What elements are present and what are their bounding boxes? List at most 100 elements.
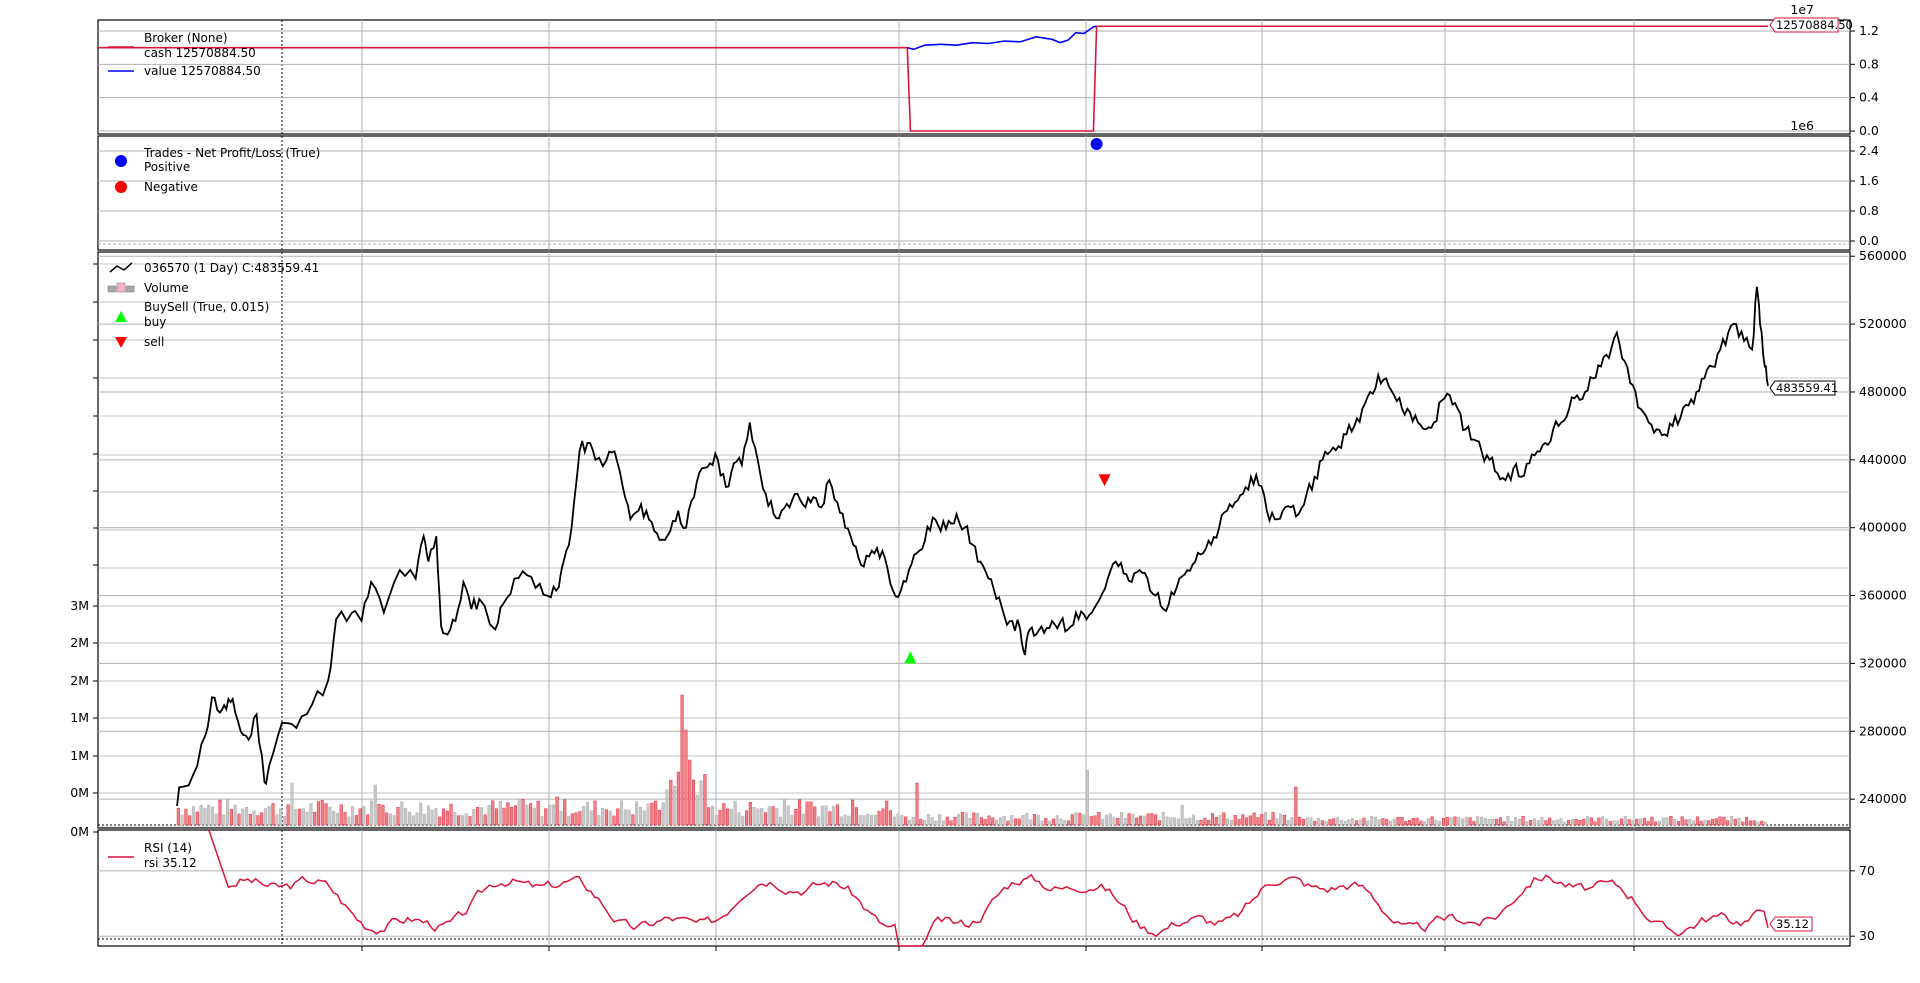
volume-bar xyxy=(1173,817,1177,826)
volume-bar xyxy=(957,813,961,826)
volume-bar xyxy=(1210,813,1215,826)
volume-bar xyxy=(1407,820,1411,826)
trades-legend: Trades - Net Profit/Loss (True) Positive… xyxy=(115,146,320,194)
volume-bar xyxy=(1135,817,1139,826)
volume-bar xyxy=(513,805,517,826)
volume-bar xyxy=(1385,819,1389,826)
volume-bar xyxy=(1142,815,1146,826)
volume-bar xyxy=(904,816,908,826)
volume-bar xyxy=(1665,817,1669,826)
volume-bar xyxy=(298,808,302,826)
volume-bar xyxy=(726,808,730,826)
price-legend-volume: Volume xyxy=(144,281,189,295)
volume-bar xyxy=(548,804,552,826)
volume-bar xyxy=(1017,818,1021,826)
volume-bar xyxy=(1434,820,1438,826)
volume-bar xyxy=(1423,821,1427,826)
volume-bar xyxy=(1267,819,1271,826)
volume-bar xyxy=(1764,821,1768,826)
volume-bar xyxy=(1377,819,1381,826)
volume-bar xyxy=(1104,814,1108,826)
volume-bar xyxy=(358,808,362,826)
volume-bar xyxy=(316,801,321,826)
buy-marker xyxy=(904,651,917,664)
volume-bar xyxy=(684,729,688,826)
volume-bar xyxy=(953,816,957,826)
volume-bar xyxy=(279,808,283,826)
volume-bar xyxy=(1207,820,1211,826)
volume-bar xyxy=(1154,814,1158,826)
volume-bar xyxy=(1229,820,1233,826)
volume-bar xyxy=(1472,821,1476,826)
volume-bar xyxy=(582,806,586,826)
volume-bar xyxy=(320,800,324,826)
volume-bar xyxy=(282,815,286,826)
volume-bar xyxy=(1025,813,1029,826)
volume-bar xyxy=(551,804,555,826)
volume-bar xyxy=(991,817,995,826)
volume-bar xyxy=(290,782,294,826)
volume-bar xyxy=(1430,816,1434,826)
volume-bar xyxy=(1654,821,1658,826)
volume-bar xyxy=(521,799,525,826)
price-close-line xyxy=(176,286,1769,807)
volume-bar xyxy=(1639,818,1643,826)
volume-bar xyxy=(1438,820,1442,826)
price-y-tick-label: 520000 xyxy=(1859,316,1907,331)
volume-bar xyxy=(964,812,968,826)
volume-bar xyxy=(699,780,703,826)
volume-bar xyxy=(1275,818,1279,826)
volume-bar xyxy=(1608,821,1612,826)
volume-bar xyxy=(396,807,400,826)
rsi-legend-value: rsi 35.12 xyxy=(144,856,197,870)
volume-bar xyxy=(1415,817,1419,826)
volume-bar xyxy=(468,816,472,826)
volume-bar xyxy=(506,802,510,826)
volume-bar xyxy=(676,771,680,826)
volume-bar xyxy=(1707,820,1711,826)
volume-bar xyxy=(1169,817,1173,826)
volume-bar xyxy=(1673,819,1677,826)
volume-bar xyxy=(1332,818,1336,826)
volume-bar xyxy=(525,805,529,826)
volume-bar xyxy=(203,807,207,826)
volume-bar xyxy=(930,817,934,826)
trade-markers xyxy=(904,138,1111,664)
volume-bar xyxy=(1195,820,1199,826)
volume-bar xyxy=(377,804,381,826)
positive-dot-icon xyxy=(115,155,127,167)
volume-bar xyxy=(1635,818,1639,826)
volume-bar xyxy=(854,807,858,826)
volume-bar xyxy=(1589,817,1593,826)
broker-y-tick-label: 0.4 xyxy=(1859,90,1879,105)
volume-bar xyxy=(646,803,650,826)
volume-bar xyxy=(207,804,211,826)
volume-bar xyxy=(642,810,646,826)
volume-bar xyxy=(1612,820,1616,826)
volume-bar xyxy=(1055,815,1059,826)
volume-bar xyxy=(760,808,764,826)
volume-bar xyxy=(885,800,889,826)
volume-bar xyxy=(1048,820,1052,826)
volume-bar xyxy=(1123,817,1127,826)
volume-bar xyxy=(381,804,385,826)
volume-bar xyxy=(601,808,605,826)
volume-bar xyxy=(1726,820,1730,826)
volume-bar xyxy=(180,814,184,826)
volume-bar xyxy=(767,806,771,826)
volume-bar xyxy=(1714,818,1718,826)
volume-bar xyxy=(222,814,226,826)
volume-bar xyxy=(1248,815,1252,826)
volume-bar xyxy=(1404,821,1408,826)
volume-bar xyxy=(434,808,438,826)
volume-bar xyxy=(1381,818,1385,826)
volume-bar xyxy=(1252,812,1256,826)
volume-bar xyxy=(479,807,483,826)
volume-bar xyxy=(1373,816,1377,826)
volume-bar xyxy=(873,814,877,826)
broker-legend: Broker (None) cash 12570884.50 value 125… xyxy=(108,31,261,78)
rsi-last-value-tag: 35.12 xyxy=(1769,916,1813,932)
volume-bar xyxy=(1491,818,1495,826)
volume-bar xyxy=(968,818,972,826)
volume-bar xyxy=(661,802,665,826)
